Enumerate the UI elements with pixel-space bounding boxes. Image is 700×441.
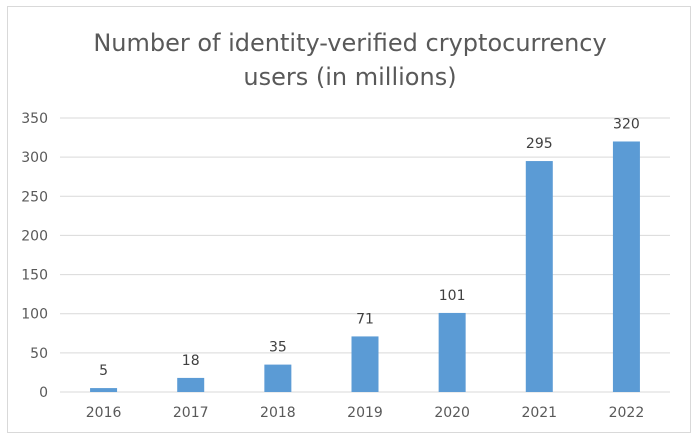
x-tick-label: 2021 [521, 405, 557, 421]
data-label: 71 [356, 311, 374, 327]
y-tick-label: 0 [39, 385, 48, 401]
bar-2016 [90, 388, 118, 392]
y-tick-label: 150 [21, 268, 48, 284]
data-label: 5 [99, 363, 108, 379]
data-label: 35 [269, 340, 287, 356]
bar-2019 [351, 336, 379, 392]
data-labels: 5 18 35 71 101 295 320 [99, 116, 640, 379]
y-tick-label: 250 [21, 189, 48, 205]
bar-2022 [612, 141, 640, 392]
x-tick-label: 2020 [434, 405, 470, 421]
bar-2017 [177, 377, 205, 392]
x-tick-label: 2017 [173, 405, 209, 421]
x-tick-label: 2018 [260, 405, 296, 421]
bar-2020 [438, 312, 466, 392]
data-label: 320 [613, 116, 640, 132]
data-label: 18 [182, 353, 200, 369]
x-axis-ticks: 2016 2017 2018 2019 2020 2021 2022 [86, 405, 644, 421]
y-tick-label: 350 [21, 111, 48, 127]
gridlines [60, 117, 670, 393]
data-label: 101 [439, 288, 466, 304]
y-tick-label: 200 [21, 228, 48, 244]
x-tick-label: 2019 [347, 405, 383, 421]
y-tick-label: 100 [21, 307, 48, 323]
chart-title-line-2: users (in millions) [243, 63, 457, 91]
chart-frame [7, 6, 691, 433]
bars [90, 141, 640, 392]
x-tick-label: 2022 [609, 405, 645, 421]
y-tick-label: 300 [21, 150, 48, 166]
x-tick-label: 2016 [86, 405, 122, 421]
y-axis-ticks: 0 50 100 150 200 250 300 350 [21, 111, 48, 401]
chart-title: Number of identity-verified cryptocurren… [0, 26, 700, 94]
bar-2018 [264, 364, 292, 392]
chart-title-line-1: Number of identity-verified cryptocurren… [93, 29, 607, 57]
data-label: 295 [526, 136, 553, 152]
y-tick-label: 50 [30, 346, 48, 362]
bar-2021 [525, 161, 553, 392]
